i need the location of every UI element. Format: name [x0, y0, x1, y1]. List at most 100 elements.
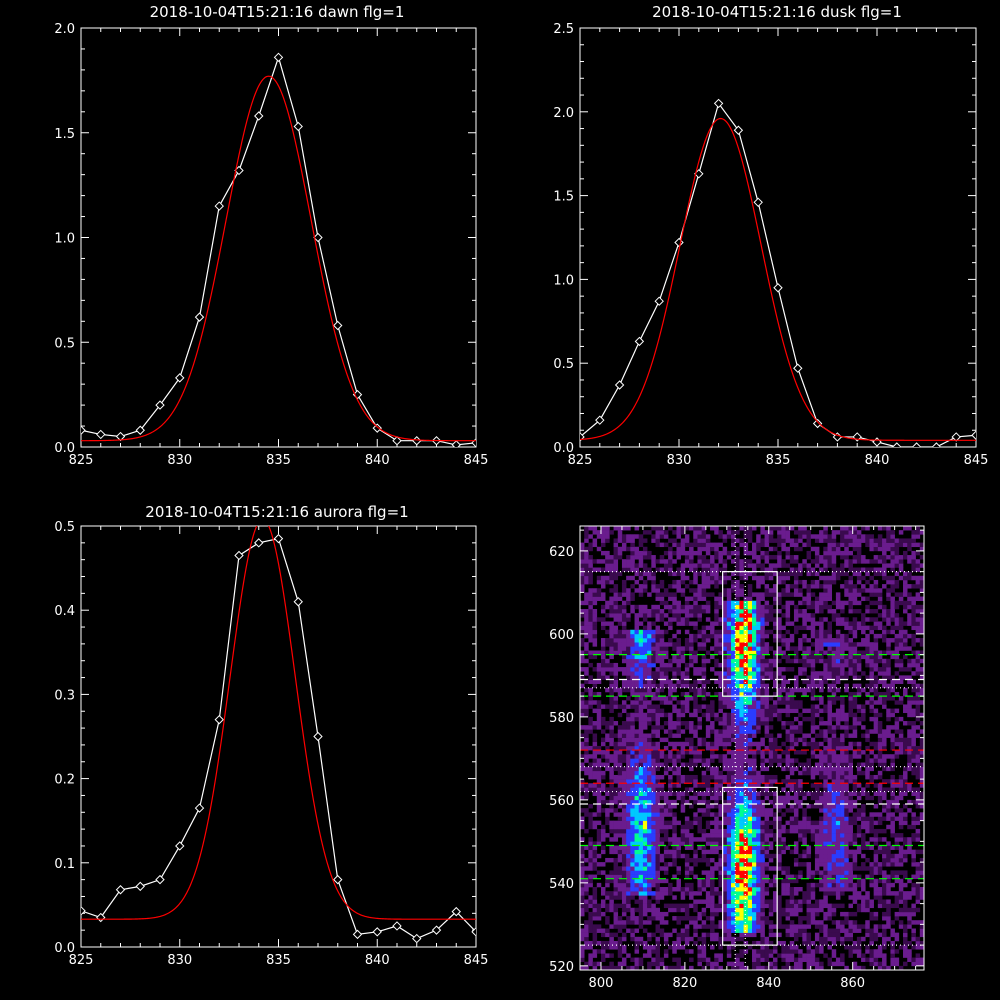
panel-spectrogram-cell [600, 741, 606, 747]
panel-spectrogram-cell [642, 837, 648, 842]
panel-spectrogram-cell [710, 579, 715, 585]
panel-spectrogram-cell [659, 791, 665, 797]
panel-spectrogram-cell [793, 911, 799, 917]
panel-spectrogram-cell [588, 849, 593, 855]
panel-spectrogram-cell [793, 936, 799, 942]
panel-spectrogram-cell [663, 812, 669, 817]
panel-spectrogram-cell [810, 691, 816, 697]
panel-spectrogram-cell [638, 824, 644, 830]
panel-spectrogram-cell [752, 862, 757, 867]
panel-spectrogram-cell [668, 555, 673, 560]
panel-spectrogram-cell [827, 700, 833, 705]
panel-spectrogram-cell [617, 712, 623, 718]
panel-spectrogram-cell [693, 916, 698, 921]
panel-spectrogram-cell [768, 924, 774, 929]
panel-spectrogram-cell [701, 741, 707, 747]
panel-spectrogram-cell [621, 770, 627, 776]
panel-spectrogram-cell [806, 534, 812, 539]
panel-spectrogram-cell [630, 725, 635, 730]
panel-spectrogram-cell [680, 654, 686, 660]
panel-spectrogram-cell [819, 833, 824, 838]
panel-spectrogram-cell [609, 679, 614, 684]
panel-spectrogram-cell [802, 916, 807, 921]
panel-spectrogram-cell [714, 567, 719, 572]
panel-spectrogram-cell [798, 887, 803, 892]
panel-spectrogram-cell [630, 866, 635, 871]
panel-spectrogram-cell [814, 857, 820, 863]
panel-spectrogram-cell [663, 833, 669, 838]
panel-spectrogram-cell [802, 600, 807, 606]
panel-spectrogram-cell [617, 534, 623, 539]
panel-spectrogram-cell [731, 729, 736, 734]
panel-spectrogram-cell [802, 658, 807, 664]
panel-spectrogram-cell [735, 779, 740, 784]
panel-spectrogram-cell [668, 567, 673, 572]
panel-spectrogram-cell [814, 745, 820, 751]
panel-spectrogram-cell [756, 779, 761, 784]
panel-spectrogram-cell [609, 965, 614, 971]
panel-spectrogram-cell [814, 824, 820, 830]
panel-spectrogram-cell [743, 546, 749, 552]
panel-spectrogram-cell [609, 799, 614, 805]
panel-spectrogram-cell [806, 584, 812, 589]
panel-spectrogram-cell [760, 555, 765, 560]
panel-spectrogram-cell [819, 853, 824, 859]
panel-spectrogram-cell [676, 567, 681, 572]
panel-spectrogram-cell [584, 940, 589, 946]
panel-spectrogram-cell [777, 733, 782, 738]
panel-spectrogram-cell [714, 658, 719, 664]
panel-spectrogram-cell [785, 696, 791, 701]
panel-spectrogram-cell [680, 617, 686, 622]
panel-spectrogram-cell [772, 754, 778, 759]
panel-spectrogram-cell [701, 592, 707, 597]
panel-spectrogram-cell [621, 820, 627, 826]
panel-spectrogram-cell [739, 961, 744, 967]
panel-spectrogram-cell [705, 957, 711, 962]
panel-spectrogram-cell [777, 675, 782, 680]
panel-spectrogram-cell [638, 750, 644, 755]
panel-spectrogram-cell [764, 534, 770, 539]
panel-spectrogram-cell [668, 783, 673, 788]
panel-spectrogram-cell [739, 770, 744, 776]
panel-spectrogram-cell [722, 866, 728, 871]
panel-spectrogram-cell [831, 928, 837, 933]
panel-spectrogram-cell [831, 940, 837, 946]
panel-spectrogram-cell [605, 526, 610, 531]
panel-spectrogram-cell [768, 588, 774, 593]
panel-spectrogram-cell [634, 791, 640, 797]
panel-spectrogram-cell [793, 828, 799, 834]
panel-spectrogram-cell [789, 571, 795, 577]
panel-spectrogram-cell [672, 733, 677, 738]
panel-spectrogram-cell [647, 887, 652, 892]
panel-spectrogram-cell [647, 812, 652, 817]
panel-spectrogram-cell [772, 957, 778, 962]
panel-spectrogram-cell [684, 916, 690, 921]
panel-spectrogram-cell [634, 745, 640, 751]
panel-spectrogram-cell [827, 754, 833, 759]
panel-spectrogram-cell [609, 667, 614, 672]
panel-spectrogram-cell [781, 841, 786, 846]
panel-spectrogram-cell [772, 949, 778, 954]
panel-spectrogram-cell [588, 700, 593, 705]
panel-spectrogram-cell [819, 887, 824, 892]
panel-spectrogram-cell [726, 758, 732, 763]
panel-spectrogram-cell [777, 841, 782, 846]
panel-spectrogram-cell [731, 700, 736, 705]
panel-spectrogram-cell [756, 774, 761, 780]
panel-spectrogram-cell [819, 675, 824, 680]
panel-spectrogram-cell [638, 920, 644, 925]
panel-spectrogram-cell [676, 820, 681, 826]
panel-spectrogram-cell [647, 874, 652, 880]
panel-spectrogram-cell [735, 638, 740, 643]
panel-spectrogram-cell [768, 741, 774, 747]
panel-spectrogram-cell [806, 961, 812, 967]
panel-spectrogram-cell [777, 907, 782, 913]
panel-spectrogram-cell [764, 613, 770, 618]
panel-spectrogram-cell [756, 887, 761, 892]
panel-spectrogram-cell [580, 957, 585, 962]
panel-spectrogram-cell [621, 920, 627, 925]
panel-spectrogram-cell [718, 542, 723, 548]
panel-spectrogram-cell [701, 920, 707, 925]
panel-spectrogram-cell [600, 617, 606, 622]
panel-spectrogram-cell [714, 745, 719, 751]
